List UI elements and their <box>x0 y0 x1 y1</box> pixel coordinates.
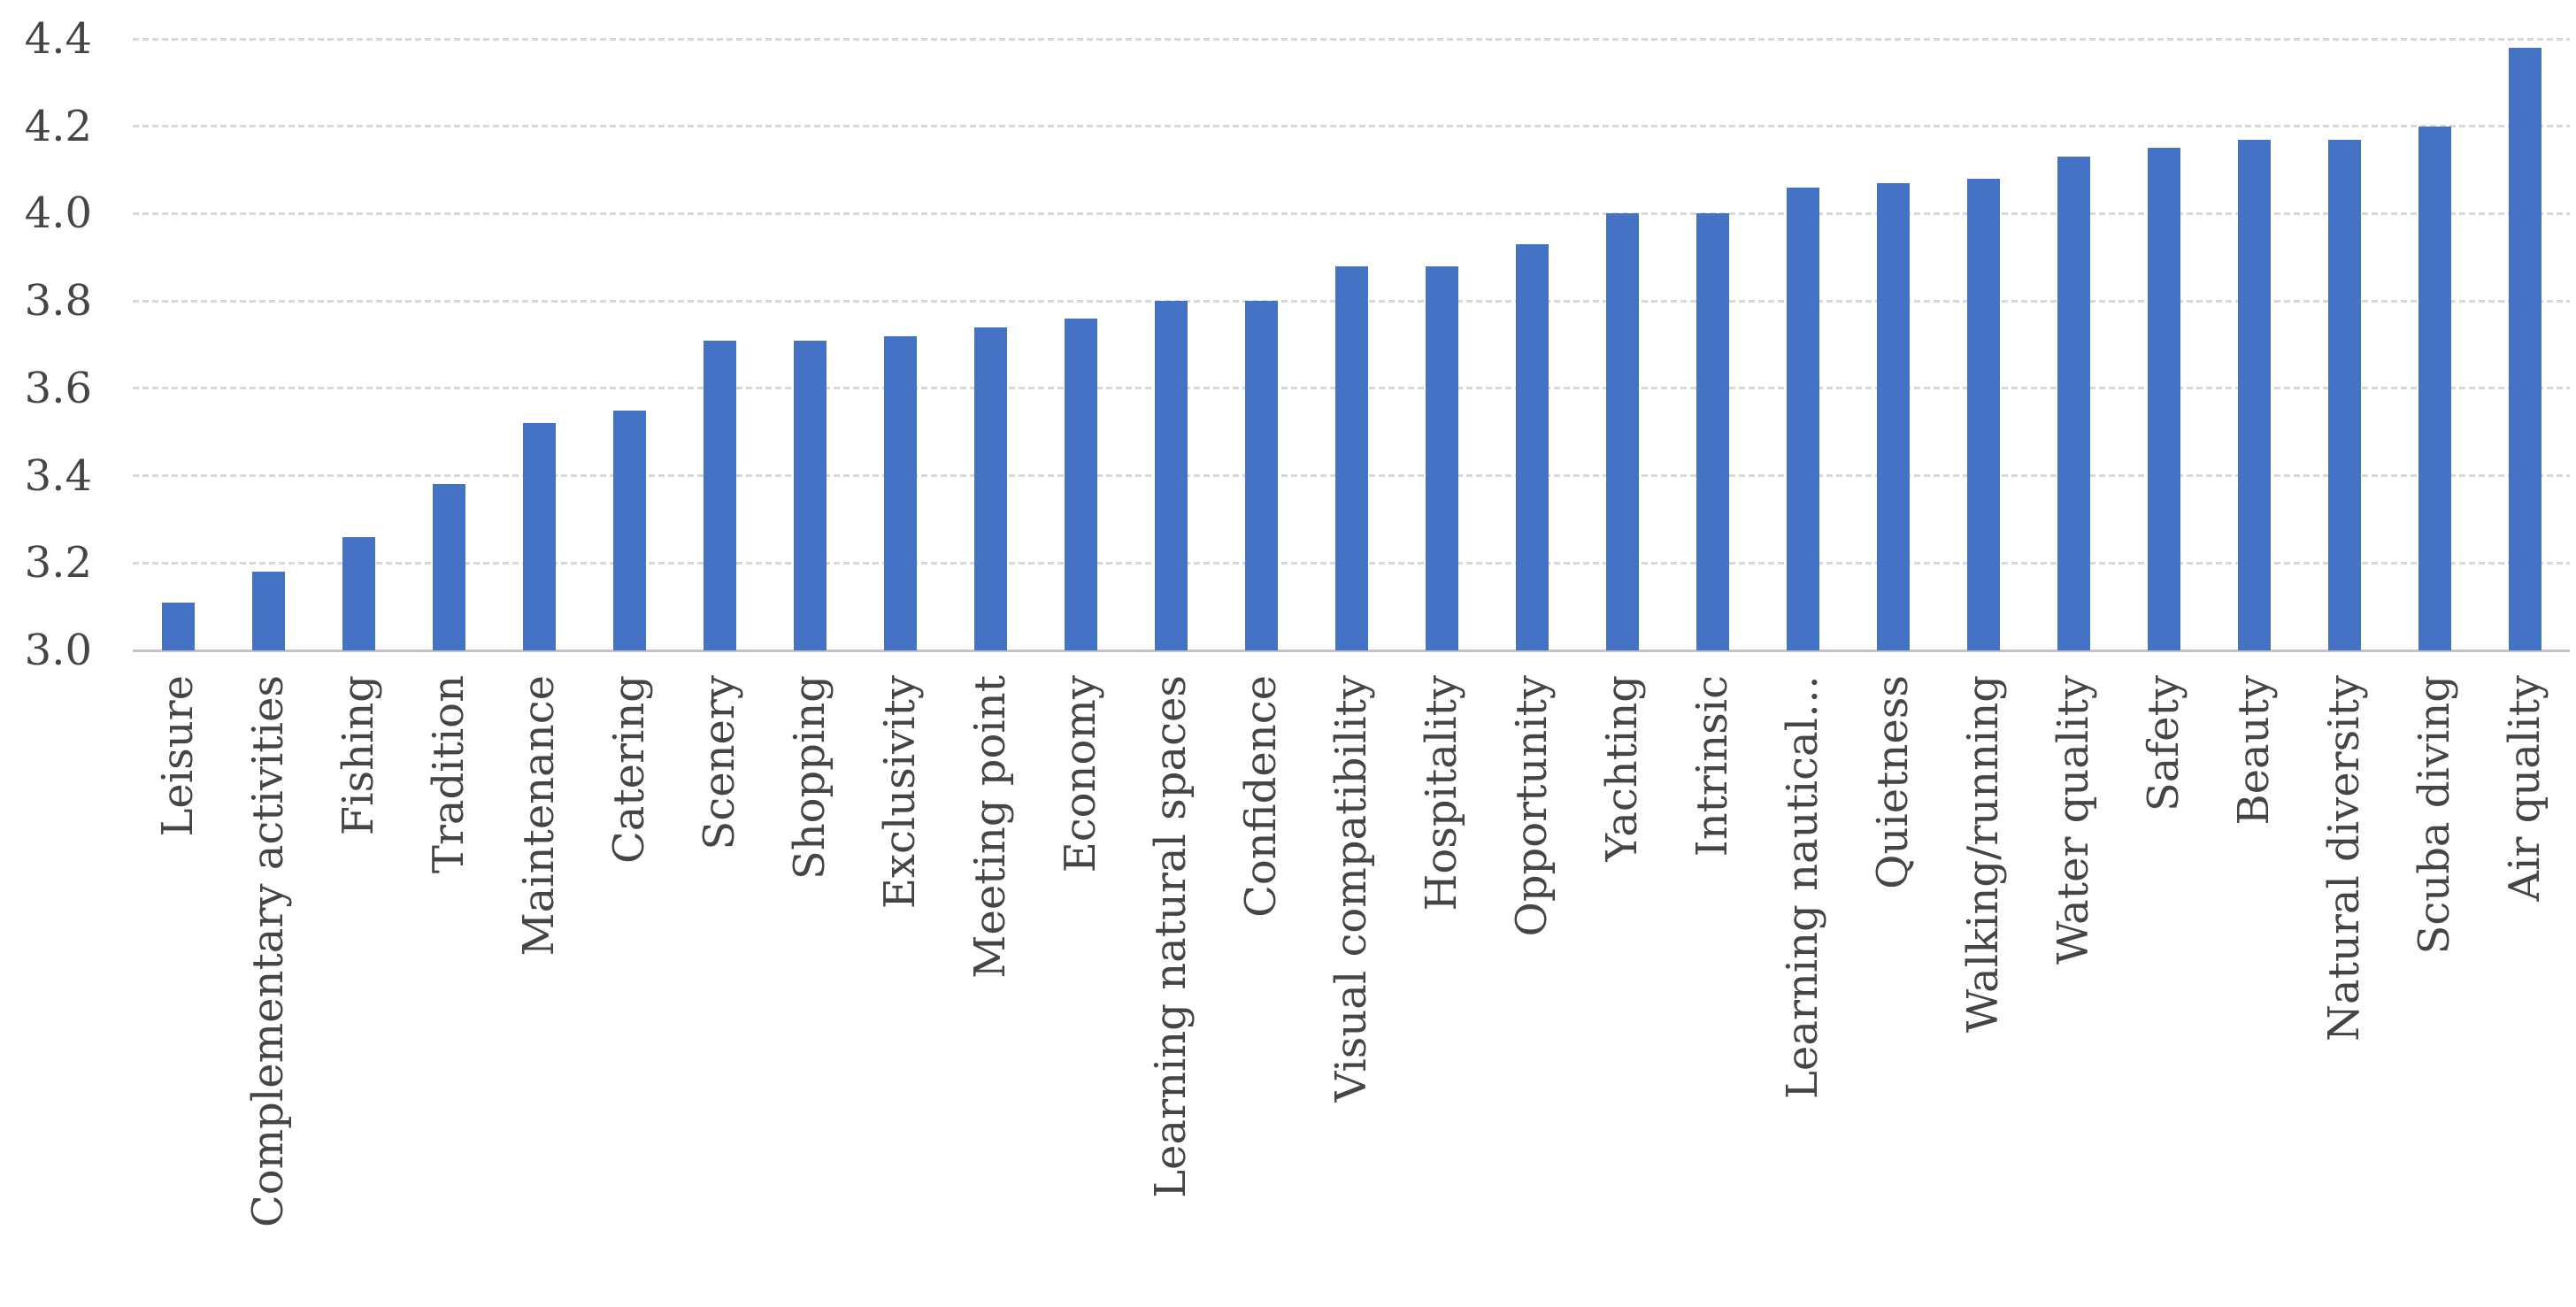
x-category-label: Catering <box>604 675 654 864</box>
x-label-cell: Catering <box>584 675 674 1307</box>
x-category-label: Learning natural spaces <box>1146 675 1196 1198</box>
x-label-cell: Intrinsic <box>1667 675 1757 1307</box>
x-category-label: Shopping <box>785 675 834 880</box>
x-category-label: Tradition <box>424 675 473 874</box>
y-tick-label: 3.2 <box>24 538 92 588</box>
gridline <box>133 37 2570 41</box>
gridline <box>133 211 2570 215</box>
bar-air-quality <box>2508 47 2541 650</box>
y-tick-label: 4.0 <box>24 188 92 239</box>
bar-confidence <box>1244 301 1278 650</box>
y-tick-label: 3.6 <box>24 363 92 413</box>
x-label-cell: Complementary activities <box>223 675 313 1307</box>
bar-safety <box>2147 148 2180 650</box>
x-label-cell: Leisure <box>133 675 223 1307</box>
bar-natural-diversity <box>2327 139 2361 650</box>
bar-leisure <box>161 602 195 650</box>
x-category-label: Quietness <box>1868 675 1918 889</box>
bar-opportunity <box>1515 243 1549 650</box>
bar-tradition <box>432 484 465 650</box>
x-label-cell: Economy <box>1035 675 1126 1307</box>
y-tick-label: 3.0 <box>24 626 92 675</box>
x-category-label: Hospitality <box>1417 675 1466 911</box>
bar-yachting <box>1605 213 1639 650</box>
x-category-label: Meeting point <box>965 675 1015 979</box>
x-label-cell: Scenery <box>674 675 765 1307</box>
x-axis: Leisure Complementary activities Fishing Tr… <box>133 675 2570 1307</box>
bar-quietness <box>1876 182 1910 650</box>
x-category-label: Complementary activities <box>243 675 293 1227</box>
x-category-label: Air quality <box>2500 675 2549 902</box>
bar-scenery <box>703 340 736 650</box>
bar-maintenance <box>522 423 556 650</box>
x-label-cell: Visual compatibility <box>1306 675 1396 1307</box>
y-tick-label: 3.4 <box>24 450 92 501</box>
x-category-label: Scenery <box>695 675 744 850</box>
bar-catering <box>612 410 646 650</box>
x-label-cell: Fishing <box>313 675 404 1307</box>
bar-fishing <box>342 536 375 650</box>
x-category-label: Safety <box>2139 675 2188 812</box>
x-label-cell: Walking/running <box>1938 675 2028 1307</box>
x-label-cell: Water quality <box>2028 675 2118 1307</box>
x-category-label: Economy <box>1056 675 1105 873</box>
x-label-cell: Quietness <box>1848 675 1938 1307</box>
bar-visual-compatibility <box>1334 265 1368 650</box>
x-category-label: Opportunity <box>1507 675 1557 937</box>
plot-area <box>133 37 2570 652</box>
bar-learning-nautical <box>1786 187 1819 650</box>
y-axis: 4.4 4.2 4.0 3.8 3.6 3.4 3.2 3.0 <box>0 18 92 672</box>
x-category-label: Confidence <box>1236 675 1286 918</box>
x-label-cell: Yachting <box>1577 675 1667 1307</box>
bar-complementary-activities <box>251 572 285 650</box>
y-tick-label: 4.2 <box>24 101 92 151</box>
x-category-label: Beauty <box>2229 675 2279 826</box>
x-label-cell: Tradition <box>404 675 494 1307</box>
x-label-cell: Confidence <box>1216 675 1306 1307</box>
x-label-cell: Air quality <box>2480 675 2570 1307</box>
x-category-label: Fishing <box>334 675 383 836</box>
x-label-cell: Opportunity <box>1487 675 1577 1307</box>
x-label-cell: Natural diversity <box>2299 675 2389 1307</box>
x-category-label: Intrinsic <box>1688 675 1737 857</box>
x-label-cell: Hospitality <box>1396 675 1487 1307</box>
y-tick-label: 3.8 <box>24 276 92 327</box>
x-category-label: Scuba diving <box>2410 675 2459 955</box>
bar-intrinsic <box>1696 213 1729 650</box>
bar-water-quality <box>2057 157 2090 650</box>
bar-economy <box>1064 318 1097 650</box>
x-category-label: Exclusivity <box>875 675 925 910</box>
x-label-cell: Shopping <box>765 675 855 1307</box>
x-axis-line <box>133 649 2570 652</box>
x-category-label: Learning nautical… <box>1778 675 1827 1099</box>
x-label-cell: Meeting point <box>945 675 1035 1307</box>
x-category-label: Visual compatibility <box>1326 675 1376 1103</box>
bar-walking-running <box>1966 178 2000 650</box>
bar-hospitality <box>1425 265 1458 650</box>
bar-learning-natural-spaces <box>1154 301 1188 650</box>
x-label-cell: Safety <box>2118 675 2209 1307</box>
bar-scuba-diving <box>2418 126 2451 650</box>
x-category-label: Yachting <box>1597 675 1647 862</box>
x-label-cell: Exclusivity <box>855 675 945 1307</box>
gridline <box>133 125 2570 128</box>
bar-meeting-point <box>973 327 1007 650</box>
bar-exclusivity <box>883 335 917 650</box>
x-category-label: Natural diversity <box>2319 675 2369 1042</box>
x-label-cell: Beauty <box>2209 675 2299 1307</box>
x-label-cell: Learning natural spaces <box>1126 675 1216 1307</box>
bar-beauty <box>2237 139 2271 650</box>
x-category-label: Walking/running <box>1958 675 2008 1034</box>
x-label-cell: Scuba diving <box>2389 675 2480 1307</box>
x-label-cell: Maintenance <box>494 675 584 1307</box>
x-category-label: Water quality <box>2049 675 2098 965</box>
x-label-cell: Learning nautical… <box>1757 675 1848 1307</box>
x-category-label: Maintenance <box>514 675 564 957</box>
y-tick-label: 4.4 <box>24 14 92 64</box>
bar-shopping <box>793 340 827 650</box>
x-category-label: Leisure <box>153 675 203 837</box>
